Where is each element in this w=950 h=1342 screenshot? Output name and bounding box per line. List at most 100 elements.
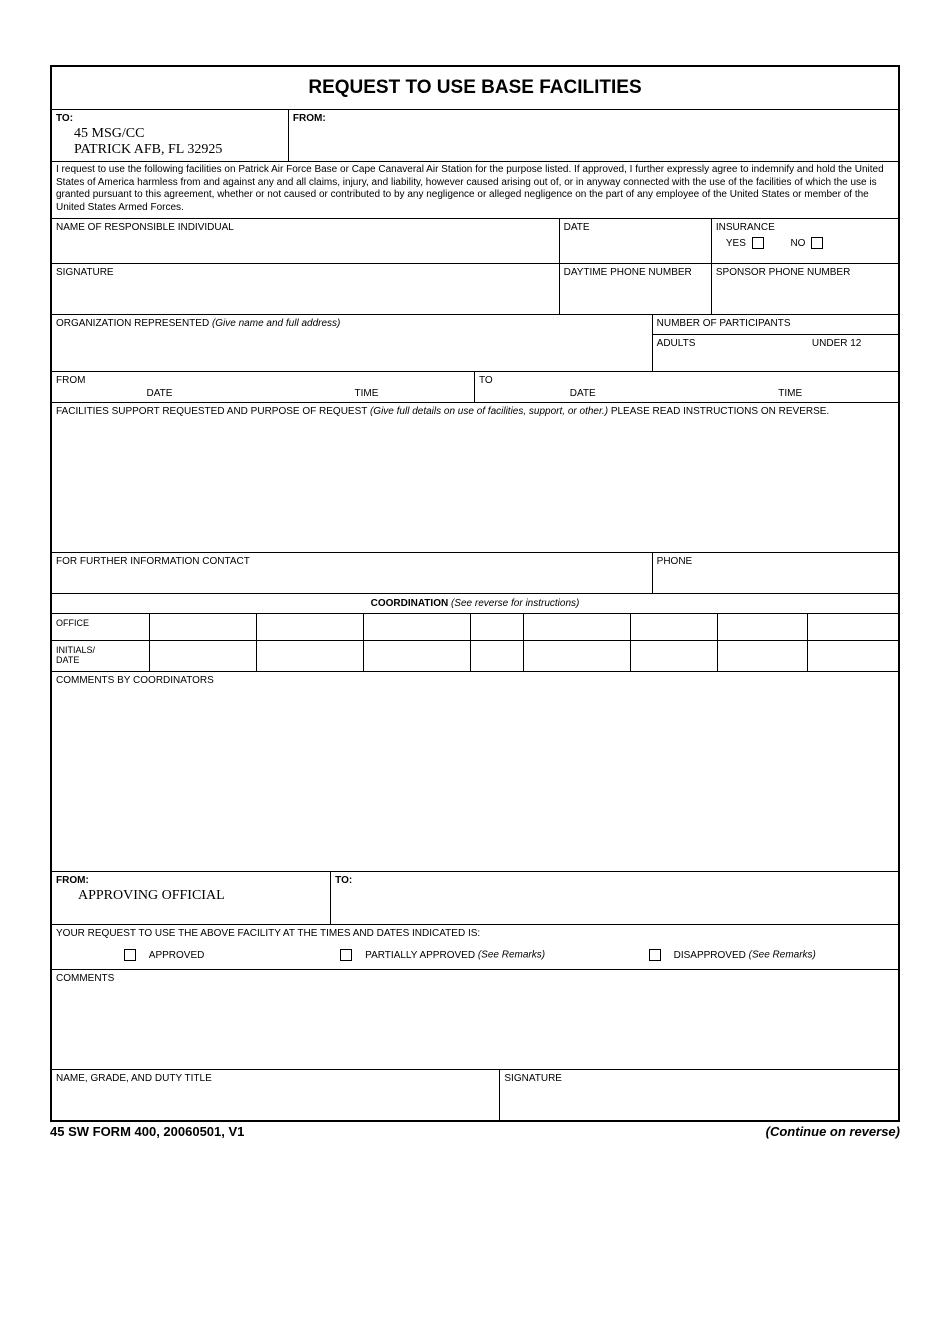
disapproved-checkbox[interactable] (649, 949, 661, 961)
insurance-yes-checkbox[interactable] (752, 237, 764, 249)
phone-cell[interactable]: PHONE (653, 553, 898, 593)
coord-init-5[interactable] (524, 641, 631, 671)
footer-left: 45 SW FORM 400, 20060501, V1 (50, 1124, 244, 1139)
insurance-no-checkbox[interactable] (811, 237, 823, 249)
date-label: DATE (564, 222, 590, 233)
coord-office-7[interactable] (718, 614, 808, 640)
org-participants-row: ORGANIZATION REPRESENTED (Give name and … (52, 314, 898, 371)
to-official-cell[interactable]: TO: (331, 872, 898, 924)
comments-coord-label: COMMENTS BY COORDINATORS (56, 675, 214, 686)
footer: 45 SW FORM 400, 20060501, V1 (Continue o… (50, 1122, 900, 1139)
sponsor-phone-cell[interactable]: SPONSOR PHONE NUMBER (712, 264, 898, 314)
period-to-label: TO (479, 375, 894, 386)
from-cell[interactable]: FROM: (289, 110, 898, 161)
name-grade-cell[interactable]: NAME, GRADE, AND DUTY TITLE (52, 1070, 500, 1120)
further-info-cell[interactable]: FOR FURTHER INFORMATION CONTACT (52, 553, 653, 593)
sponsor-phone-label: SPONSOR PHONE NUMBER (716, 267, 850, 278)
coord-office-1[interactable] (150, 614, 257, 640)
coord-initials-label: INITIALS/ DATE (52, 641, 150, 671)
sig-phone-row: SIGNATURE DAYTIME PHONE NUMBER SPONSOR P… (52, 263, 898, 314)
to-line1: 45 MSG/CC (56, 124, 284, 142)
insurance-label: INSURANCE (716, 222, 894, 233)
org-label-italic: (Give name and full address) (212, 318, 340, 329)
approved-checkbox[interactable] (124, 949, 136, 961)
approved-label: APPROVED (139, 950, 205, 961)
facilities-italic: (Give full details on use of facilities,… (370, 406, 608, 417)
coord-office-4[interactable] (471, 614, 524, 640)
date-cell[interactable]: DATE (560, 219, 712, 263)
coordination-header: COORDINATION (See reverse for instructio… (52, 593, 898, 613)
from-date-label: DATE (56, 388, 263, 399)
name-date-ins-row: NAME OF RESPONSIBLE INDIVIDUAL DATE INSU… (52, 218, 898, 263)
from-time-label: TIME (263, 388, 470, 399)
comments-coord-row[interactable]: COMMENTS BY COORDINATORS (52, 671, 898, 871)
to-date-label: DATE (479, 388, 687, 399)
to-from-row: TO: 45 MSG/CC PATRICK AFB, FL 32925 FROM… (52, 109, 898, 161)
daytime-phone-cell[interactable]: DAYTIME PHONE NUMBER (560, 264, 712, 314)
phone-label: PHONE (657, 556, 693, 567)
to-label: TO: (56, 113, 284, 124)
coord-init-4[interactable] (471, 641, 524, 671)
coord-init-8[interactable] (808, 641, 898, 671)
org-cell[interactable]: ORGANIZATION REPRESENTED (Give name and … (52, 315, 653, 371)
period-row: FROM DATE TIME TO DATE TIME (52, 371, 898, 402)
insurance-no-label: NO (766, 238, 805, 249)
coord-office-label: OFFICE (52, 614, 150, 640)
coord-italic: (See reverse for instructions) (448, 598, 579, 609)
official-from-to-row: FROM: APPROVING OFFICIAL TO: (52, 871, 898, 924)
to-cell: TO: 45 MSG/CC PATRICK AFB, FL 32925 (52, 110, 289, 161)
period-from-cell[interactable]: FROM DATE TIME (52, 372, 475, 402)
form-container: REQUEST TO USE BASE FACILITIES TO: 45 MS… (50, 65, 900, 1122)
status-row: YOUR REQUEST TO USE THE ABOVE FACILITY A… (52, 924, 898, 969)
from-label: FROM: (293, 113, 894, 124)
participants-label: NUMBER OF PARTICIPANTS (657, 318, 791, 329)
signature-cell[interactable]: SIGNATURE (52, 264, 560, 314)
under12-cell[interactable]: UNDER 12 (775, 335, 898, 352)
coord-bold: COORDINATION (371, 598, 449, 609)
facilities-tail: PLEASE READ INSTRUCTIONS ON REVERSE. (608, 406, 829, 417)
coord-office-8[interactable] (808, 614, 898, 640)
further-info-label: FOR FURTHER INFORMATION CONTACT (56, 556, 250, 567)
coord-initials-row: INITIALS/ DATE (52, 640, 898, 671)
adults-cell[interactable]: ADULTS (653, 335, 776, 352)
partial-italic: (See Remarks) (478, 950, 545, 961)
under12-label: UNDER 12 (812, 338, 861, 349)
signature-bottom-cell[interactable]: SIGNATURE (500, 1070, 898, 1120)
participants-cell: NUMBER OF PARTICIPANTS ADULTS UNDER 12 (653, 315, 898, 371)
disapproved-label: DISAPPROVED (664, 950, 749, 961)
name-grade-label: NAME, GRADE, AND DUTY TITLE (56, 1073, 212, 1084)
insurance-cell: INSURANCE YES NO (712, 219, 898, 263)
coord-init-3[interactable] (364, 641, 471, 671)
period-to-cell[interactable]: TO DATE TIME (475, 372, 898, 402)
disapproved-italic: (See Remarks) (749, 950, 816, 961)
from-official-label: FROM: (56, 875, 326, 886)
name-responsible-cell[interactable]: NAME OF RESPONSIBLE INDIVIDUAL (52, 219, 560, 263)
coord-office-6[interactable] (631, 614, 718, 640)
coord-init-1[interactable] (150, 641, 257, 671)
coord-office-2[interactable] (257, 614, 364, 640)
facilities-plain: FACILITIES SUPPORT REQUESTED AND PURPOSE… (56, 406, 370, 417)
comments-row[interactable]: COMMENTS (52, 969, 898, 1069)
from-official-cell: FROM: APPROVING OFFICIAL (52, 872, 331, 924)
from-official-value: APPROVING OFFICIAL (56, 886, 326, 904)
facilities-row[interactable]: FACILITIES SUPPORT REQUESTED AND PURPOSE… (52, 402, 898, 552)
org-label-plain: ORGANIZATION REPRESENTED (56, 318, 212, 329)
period-from-label: FROM (56, 375, 470, 386)
form-title: REQUEST TO USE BASE FACILITIES (52, 67, 898, 109)
to-official-label: TO: (335, 875, 894, 886)
coord-init-2[interactable] (257, 641, 364, 671)
coord-init-6[interactable] (631, 641, 718, 671)
signature-label: SIGNATURE (56, 267, 114, 278)
coord-office-3[interactable] (364, 614, 471, 640)
insurance-yes-label: YES (716, 238, 746, 249)
coord-init-7[interactable] (718, 641, 808, 671)
to-time-label: TIME (687, 388, 895, 399)
legal-text: I request to use the following facilitie… (52, 161, 898, 218)
signature-bottom-label: SIGNATURE (504, 1073, 562, 1084)
coord-office-5[interactable] (524, 614, 631, 640)
footer-right: (Continue on reverse) (766, 1124, 900, 1139)
comments-label: COMMENTS (56, 973, 114, 984)
status-intro: YOUR REQUEST TO USE THE ABOVE FACILITY A… (56, 928, 894, 949)
partial-checkbox[interactable] (340, 949, 352, 961)
adults-label: ADULTS (657, 338, 696, 349)
